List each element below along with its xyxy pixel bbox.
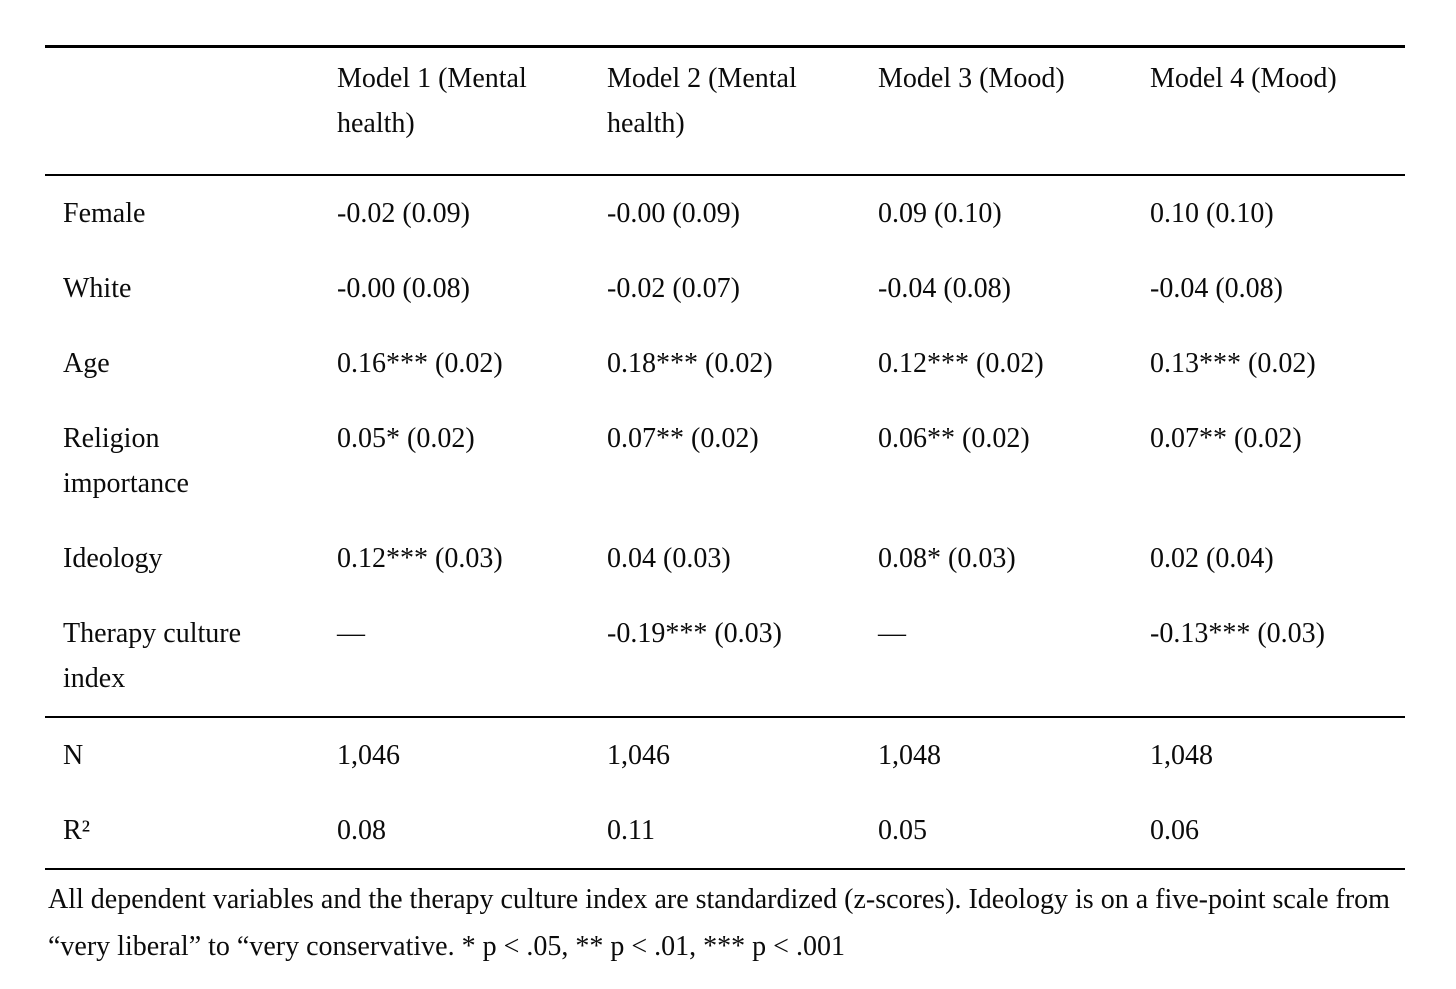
cell: 0.06 — [1150, 815, 1199, 846]
table-footnote: All dependent variables and the therapy … — [48, 884, 1390, 962]
row-label: N — [45, 716, 337, 793]
cell: 0.11 — [607, 815, 655, 846]
row-label: R² — [63, 815, 91, 846]
cell: -0.19*** (0.03) — [607, 618, 782, 649]
cell: 0.12*** (0.02) — [878, 348, 1044, 379]
cell: -0.04 (0.08) — [1150, 273, 1283, 304]
table-row-religion-importance: Religion importance 0.05* (0.02) 0.07** … — [45, 401, 1405, 521]
cell: 0.18*** (0.02) — [607, 348, 773, 379]
cell: 1,048 — [1150, 716, 1405, 793]
regression-table: Model 1 (Mental health) Model 2 (Mental … — [45, 45, 1405, 870]
column-header-model-1: Model 1 (Mental health) — [337, 46, 607, 176]
table-row-white: White -0.00 (0.08) -0.02 (0.07) -0.04 (0… — [45, 251, 1405, 326]
row-label: White — [63, 273, 132, 304]
cell: 0.12*** (0.03) — [337, 543, 503, 574]
cell: 0.04 (0.03) — [607, 543, 731, 574]
stats-rows: N 1,046 1,046 1,048 1,048 R² 0.08 0.11 0… — [45, 716, 1405, 869]
cell: 0.09 (0.10) — [878, 198, 1002, 229]
cell: 0.02 (0.04) — [1150, 543, 1274, 574]
cell: 1,046 — [607, 716, 878, 793]
header-empty-cell — [45, 46, 337, 176]
cell: -0.04 (0.08) — [878, 273, 1011, 304]
coefficient-rows: Female -0.02 (0.09) -0.00 (0.09) 0.09 (0… — [45, 175, 1405, 717]
cell: 0.07** (0.02) — [1150, 423, 1302, 454]
cell: 0.10 (0.10) — [1150, 198, 1274, 229]
row-label: Therapy culture index — [63, 618, 242, 694]
cell: -0.02 (0.07) — [607, 273, 740, 304]
cell: 0.07** (0.02) — [607, 423, 759, 454]
row-label: Religion importance — [63, 423, 189, 499]
cell: 1,046 — [337, 716, 607, 793]
column-header-model-2: Model 2 (Mental health) — [607, 46, 878, 176]
table-row-ideology: Ideology 0.12*** (0.03) 0.04 (0.03) 0.08… — [45, 521, 1405, 596]
table-row-age: Age 0.16*** (0.02) 0.18*** (0.02) 0.12**… — [45, 326, 1405, 401]
row-label: Female — [63, 198, 146, 229]
cell: 0.06** (0.02) — [878, 423, 1030, 454]
cell: 0.08 — [337, 815, 386, 846]
cell: 0.05* (0.02) — [337, 423, 475, 454]
column-header-model-3: Model 3 (Mood) — [878, 46, 1150, 176]
cell: -0.13*** (0.03) — [1150, 618, 1325, 649]
row-label: Ideology — [63, 543, 163, 574]
cell: 0.08* (0.03) — [878, 543, 1016, 574]
cell: 0.13*** (0.02) — [1150, 348, 1316, 379]
table-row-n: N 1,046 1,046 1,048 1,048 — [45, 716, 1405, 793]
cell: — — [337, 618, 365, 649]
cell: 0.05 — [878, 815, 927, 846]
cell: -0.02 (0.09) — [337, 198, 470, 229]
cell: 1,048 — [878, 716, 1150, 793]
table-header: Model 1 (Mental health) Model 2 (Mental … — [45, 46, 1405, 176]
row-label: Age — [63, 348, 110, 379]
cell: -0.00 (0.08) — [337, 273, 470, 304]
cell: -0.00 (0.09) — [607, 198, 740, 229]
cell: 0.16*** (0.02) — [337, 348, 503, 379]
header-row: Model 1 (Mental health) Model 2 (Mental … — [45, 46, 1405, 176]
column-header-model-4: Model 4 (Mood) — [1150, 46, 1405, 176]
table-row-therapy-culture-index: Therapy culture index — -0.19*** (0.03) … — [45, 596, 1405, 717]
cell: — — [878, 618, 906, 649]
table-row-r-squared: R² 0.08 0.11 0.05 0.06 — [45, 793, 1405, 869]
table-row-female: Female -0.02 (0.09) -0.00 (0.09) 0.09 (0… — [45, 175, 1405, 251]
